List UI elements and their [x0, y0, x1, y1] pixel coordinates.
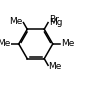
Text: Mg: Mg — [49, 18, 62, 27]
Text: Me: Me — [61, 39, 75, 48]
Text: Br: Br — [49, 15, 59, 24]
Text: Me: Me — [9, 17, 23, 26]
Text: Me: Me — [0, 39, 10, 48]
Text: Me: Me — [49, 62, 62, 71]
